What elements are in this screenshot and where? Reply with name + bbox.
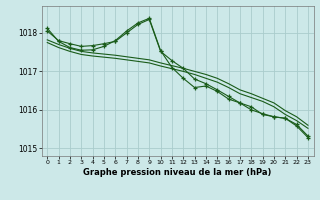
X-axis label: Graphe pression niveau de la mer (hPa): Graphe pression niveau de la mer (hPa)	[84, 168, 272, 177]
